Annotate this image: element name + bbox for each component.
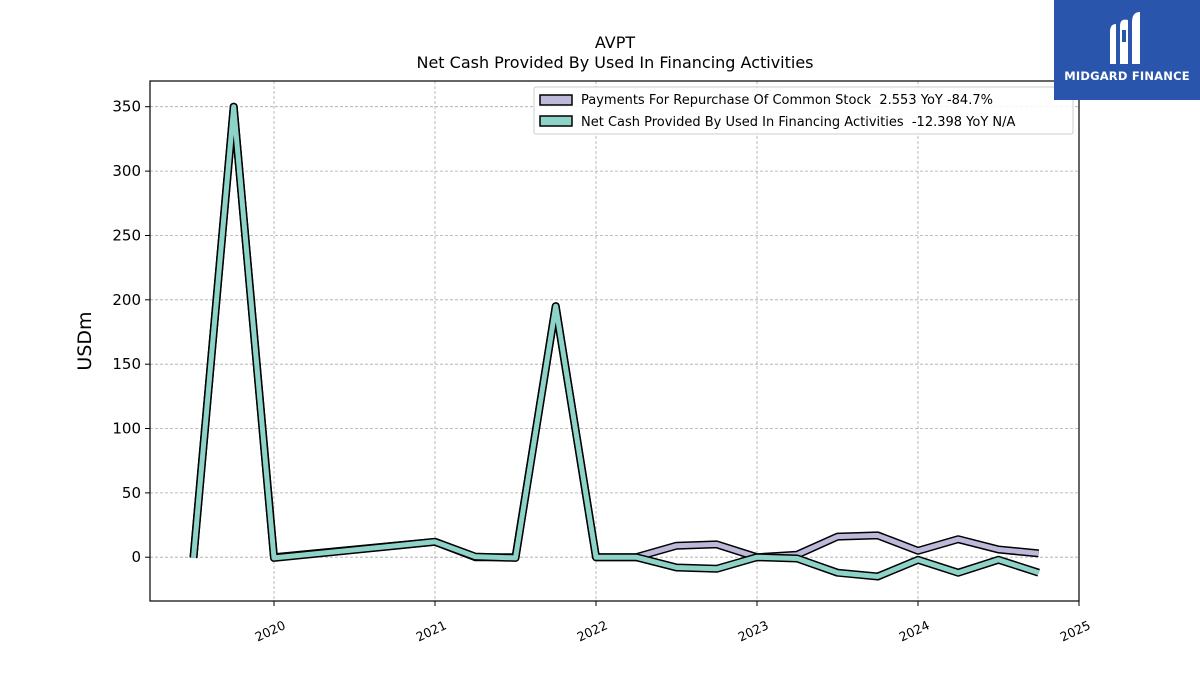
legend-swatch-repurchase [539,94,573,106]
series-line-outline [189,102,1040,581]
x-tick-label: 2020 [253,617,288,644]
y-axis-label: USDm [74,311,96,370]
y-axis: 0 50 100 150 200 250 300 350 [112,98,150,566]
y-tick-label: 200 [112,291,141,309]
series-lines [189,102,1040,581]
y-tick-label: 100 [112,420,141,438]
grid-lines [150,81,1079,601]
x-tick-label: 2021 [414,617,449,644]
legend-label-net-cash: Net Cash Provided By Used In Financing A… [581,115,1016,130]
y-tick-label: 300 [112,162,141,180]
x-tick-label: 2024 [897,617,932,644]
y-tick-label: 350 [112,98,141,116]
y-tick-label: 150 [112,355,141,373]
series-1 [189,102,1040,581]
series-line [191,104,1040,579]
series-line [191,104,1039,560]
brand-name: MIDGARD FINANCE [1064,69,1190,83]
legend-label-repurchase: Payments For Repurchase Of Common Stock … [581,93,993,108]
x-tick-label: 2022 [575,617,610,644]
y-tick-label: 250 [112,227,141,245]
chart-title: AVPT [595,33,636,52]
y-tick-label: 50 [122,484,141,502]
legend: Payments For Repurchase Of Common Stock … [533,86,1074,135]
chart-subtitle: Net Cash Provided By Used In Financing A… [416,53,813,72]
series-line-outline [189,102,1040,562]
midgard-logo-icon [1110,12,1140,65]
brand-logo: MIDGARD FINANCE [1054,0,1200,100]
x-tick-label: 2025 [1058,617,1093,644]
x-tick-label: 2023 [736,617,771,644]
x-axis: 2020 2021 2022 2023 2024 2025 [253,601,1093,644]
series-0 [189,102,1040,562]
legend-box [533,86,1074,135]
plot-frame [149,80,1080,602]
y-tick-label: 0 [131,548,141,566]
legend-swatch-net-cash [539,115,573,127]
